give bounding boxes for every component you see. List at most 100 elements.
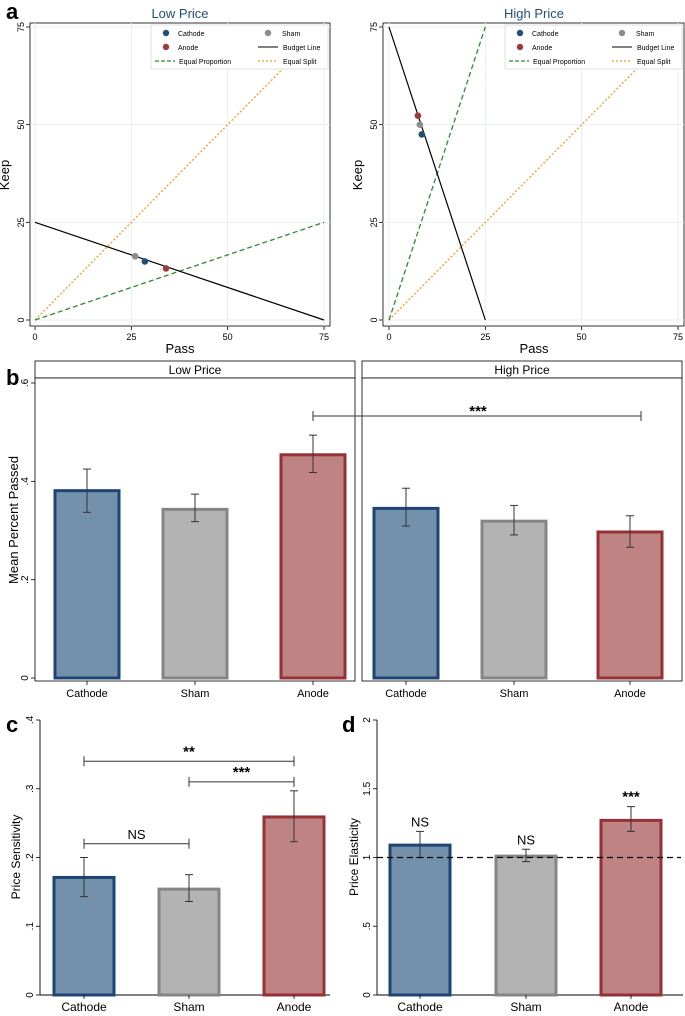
- budget-line: [34, 221, 325, 321]
- x-tick-label: Anode: [614, 1000, 649, 1014]
- bar-cathode: [53, 489, 121, 680]
- panel-d-bars: NS NS ***: [376, 720, 683, 997]
- panel-c-letter: c: [6, 712, 18, 737]
- bar-cathode: [372, 506, 440, 680]
- panel-a-low-price: Low Price 0 0 25 25 50 50 75 75 Pass Keep Catho…: [0, 6, 331, 356]
- y-tick-label: 1.5: [362, 781, 373, 795]
- significance-label: NS: [517, 832, 535, 847]
- point-cathode: [141, 258, 149, 265]
- point-anode: [414, 112, 422, 119]
- y-tick-label: .2: [25, 853, 36, 862]
- panel-c-bars: NS*****: [39, 720, 330, 997]
- panel-d-ticks: 0 .5 1 1.5 2 Cathode Sham Anode: [362, 717, 649, 1014]
- x-tick-label: 0: [32, 332, 37, 342]
- panel-a1-xlabel: Pass: [166, 341, 195, 356]
- x-tick-label: Anode: [614, 688, 646, 700]
- x-tick-label: 50: [577, 332, 587, 342]
- panel-a2-plot-area: [382, 22, 685, 327]
- significance-label: ***: [233, 764, 251, 781]
- panel-a2-legend: Cathode Sham Anode Budget Line Equal Pro…: [504, 24, 683, 70]
- panel-b-ylabel: Mean Percent Passed: [6, 456, 21, 584]
- significance-label: ***: [622, 789, 640, 806]
- point-anode: [162, 265, 170, 272]
- bar-sham: [157, 887, 221, 997]
- panel-a1-plot-area: [29, 22, 331, 327]
- y-tick-label: .4: [25, 715, 36, 724]
- panel-d-price-elasticity: NS NS *** 0 .5 1 1.5 2 Cathode Sham Anode Price E…: [347, 717, 683, 1014]
- y-tick-label: 0: [362, 992, 373, 998]
- equal-split-line: [388, 26, 679, 321]
- point-sham: [416, 121, 424, 128]
- y-tick-label: 75: [369, 22, 379, 32]
- panel-a-letter: a: [6, 0, 19, 24]
- y-tick-label: .1: [25, 922, 36, 931]
- legend-equal-split-label: Equal Split: [637, 59, 671, 66]
- panel-b-mean-percent-passed: Low Price High Price 0 .2 .4 .6 Cathode Sham A…: [6, 360, 683, 700]
- panel-a1-legend-box: [150, 24, 329, 70]
- panel-a2-legend-box: [504, 24, 683, 70]
- panel-b-facet-title-low: Low Price: [169, 363, 222, 377]
- x-tick-label: 75: [319, 332, 329, 342]
- x-tick-label: Cathode: [61, 1000, 107, 1014]
- panel-b-ticks: 0 .2 .4 .6 Cathode Sham Anode Cathode Sham Anode: [20, 378, 646, 700]
- legend-sham-marker: [618, 29, 626, 37]
- legend-cathode-label: Cathode: [178, 31, 205, 38]
- y-tick-label: .3: [25, 784, 36, 793]
- significance-label: NS: [127, 827, 145, 842]
- x-tick-label: 25: [126, 332, 136, 342]
- x-tick-label: 25: [480, 332, 490, 342]
- bar-cathode: [388, 843, 452, 997]
- panel-a1-ylabel: Keep: [0, 160, 12, 190]
- y-tick-label: 0: [20, 675, 31, 681]
- x-tick-label: Sham: [181, 688, 210, 700]
- panel-c-ylabel: Price Sensitivity: [9, 815, 23, 900]
- y-tick-label: 0: [369, 317, 379, 322]
- legend-sham-label: Sham: [636, 31, 654, 38]
- bar-anode: [279, 453, 347, 680]
- panel-a2-ylabel: Keep: [350, 160, 365, 190]
- y-tick-label: .2: [20, 575, 31, 584]
- x-tick-label: Cathode: [397, 1000, 443, 1014]
- panel-a2-ticks: 0 0 25 25 50 50 75 75: [369, 22, 683, 342]
- y-tick-label: 50: [16, 120, 26, 130]
- legend-cathode-label: Cathode: [532, 31, 559, 38]
- bar-anode: [596, 530, 664, 680]
- panel-a1-ticks: 0 0 25 25 50 50 75 75: [16, 22, 329, 342]
- y-tick-label: 25: [16, 217, 26, 227]
- legend-anode-marker: [162, 43, 170, 51]
- y-tick-label: 50: [369, 120, 379, 130]
- panel-a1-lines: [34, 26, 325, 321]
- bar-cathode: [52, 875, 116, 997]
- x-tick-label: Anode: [297, 688, 329, 700]
- x-tick-label: Sham: [500, 688, 529, 700]
- legend-anode-marker: [516, 43, 524, 51]
- budget-line: [388, 26, 486, 321]
- legend-equal-prop-label: Equal Proportion: [533, 59, 585, 66]
- x-tick-label: Sham: [173, 1000, 204, 1014]
- y-tick-label: 0: [25, 992, 36, 998]
- bar-anode: [262, 815, 326, 997]
- panel-a2-xlabel: Pass: [520, 341, 549, 356]
- x-tick-label: Cathode: [385, 688, 427, 700]
- x-tick-label: Sham: [510, 1000, 541, 1014]
- legend-equal-split-label: Equal Split: [283, 59, 317, 66]
- y-tick-label: 1: [362, 854, 373, 860]
- y-tick-label: .6: [20, 378, 31, 387]
- x-tick-label: Anode: [277, 1000, 312, 1014]
- x-tick-label: 0: [386, 332, 391, 342]
- panel-a1-points: [131, 253, 170, 272]
- bar-sham: [480, 519, 548, 680]
- legend-cathode-marker: [162, 29, 170, 37]
- y-tick-label: 0: [16, 317, 26, 322]
- point-cathode: [418, 131, 426, 138]
- legend-equal-prop-label: Equal Proportion: [179, 59, 231, 66]
- legend-budget-label: Budget Line: [637, 45, 674, 52]
- legend-anode-label: Anode: [178, 45, 198, 52]
- bar-sham: [161, 507, 229, 680]
- bar-anode: [599, 818, 663, 997]
- legend-sham-label: Sham: [282, 31, 300, 38]
- significance-label: **: [183, 743, 195, 760]
- panel-a1-legend: Cathode Sham Anode Budget Line Equal Pro…: [150, 24, 329, 70]
